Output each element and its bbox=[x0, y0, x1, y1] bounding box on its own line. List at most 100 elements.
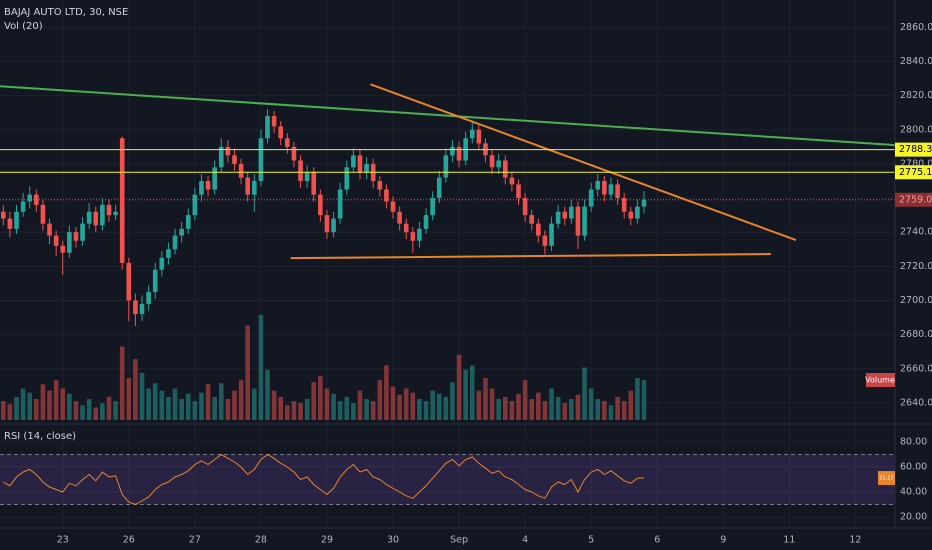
volume-bar bbox=[100, 403, 105, 420]
volume-bar bbox=[133, 359, 138, 420]
volume-bar bbox=[423, 401, 429, 420]
volume-bar bbox=[179, 399, 184, 420]
volume-bar bbox=[483, 378, 488, 420]
candle-body bbox=[469, 129, 475, 139]
candle-body bbox=[351, 155, 356, 168]
candle-body bbox=[582, 206, 587, 236]
candle-body bbox=[635, 206, 640, 219]
volume-bar bbox=[602, 401, 607, 420]
candle-body bbox=[73, 232, 79, 241]
volume-bar bbox=[364, 399, 369, 420]
volume-bar bbox=[199, 392, 204, 420]
volume-bar bbox=[172, 388, 178, 420]
volume-bar bbox=[304, 399, 310, 420]
candle-body bbox=[443, 155, 449, 178]
candle-body bbox=[403, 223, 409, 233]
candle-body bbox=[502, 160, 508, 178]
current-price-label: 2759.00 bbox=[899, 194, 932, 205]
candle-body bbox=[430, 198, 435, 216]
volume-bar bbox=[516, 393, 521, 420]
volume-bar bbox=[588, 388, 594, 420]
candle-body bbox=[324, 215, 330, 233]
volume-bar bbox=[0, 401, 6, 420]
volume-bar bbox=[384, 365, 389, 420]
candle-body bbox=[14, 211, 19, 229]
volume-bar bbox=[324, 388, 330, 420]
y-tick-label: 2700.00 bbox=[900, 295, 932, 306]
candle-body bbox=[86, 211, 92, 224]
volume-bar bbox=[621, 401, 627, 420]
y-tick-label: 2680.00 bbox=[900, 329, 932, 340]
volume-bar bbox=[60, 388, 66, 420]
candle-body bbox=[595, 180, 601, 190]
volume-bar bbox=[152, 383, 158, 420]
candle-body bbox=[212, 167, 217, 190]
y-tick-label: 2720.00 bbox=[900, 261, 932, 272]
candle-body bbox=[364, 163, 369, 173]
volume-bar bbox=[106, 396, 112, 420]
y-tick-label: 2660.00 bbox=[900, 363, 932, 374]
volume-bar bbox=[311, 382, 317, 420]
candle-body bbox=[516, 184, 521, 199]
volume-bar bbox=[489, 388, 495, 420]
candle-body bbox=[621, 198, 627, 212]
price-line-tag bbox=[895, 142, 932, 157]
rsi-tick-label: 60.00 bbox=[900, 462, 927, 473]
volume-bar bbox=[529, 399, 535, 420]
candle-body bbox=[549, 223, 554, 246]
candle-body bbox=[218, 146, 224, 168]
candle-body bbox=[575, 206, 581, 236]
volume-bar bbox=[238, 380, 244, 420]
x-tick-label: 28 bbox=[255, 535, 267, 546]
candle-body bbox=[60, 245, 66, 253]
volume-bar bbox=[27, 392, 33, 420]
volume-bar bbox=[14, 396, 19, 420]
candle-body bbox=[298, 160, 303, 181]
volume-bar bbox=[569, 399, 574, 420]
volume-bar bbox=[232, 390, 237, 420]
price-line-label: 2788.35 bbox=[899, 144, 932, 155]
volume-bar bbox=[469, 365, 475, 420]
candle-body bbox=[172, 235, 178, 250]
volume-bar bbox=[251, 388, 257, 420]
volume-tag bbox=[866, 373, 895, 387]
x-tick-label: 11 bbox=[783, 535, 795, 546]
candle-body bbox=[40, 204, 46, 224]
volume-bar bbox=[562, 403, 568, 420]
volume-bar bbox=[443, 396, 449, 420]
volume-title: Vol (20) bbox=[4, 21, 43, 32]
volume-bar bbox=[119, 346, 125, 420]
volume-bar bbox=[126, 378, 132, 420]
x-tick-label: 12 bbox=[849, 535, 861, 546]
rsi-title: RSI (14, close) bbox=[4, 431, 76, 442]
candle-body bbox=[271, 116, 277, 127]
x-tick-label: 4 bbox=[522, 535, 528, 546]
volume-bar bbox=[192, 401, 198, 420]
candle-body bbox=[588, 189, 594, 207]
candle-body bbox=[159, 257, 165, 270]
volume-bar bbox=[212, 396, 217, 420]
x-tick-label: 9 bbox=[720, 535, 726, 546]
candle-body bbox=[225, 146, 231, 156]
candle-body bbox=[397, 211, 402, 224]
candle-body bbox=[139, 303, 145, 315]
rsi-line bbox=[3, 453, 645, 506]
candle-body bbox=[496, 160, 502, 168]
candle-body bbox=[318, 194, 323, 216]
candle-body bbox=[185, 215, 191, 229]
candle-body bbox=[133, 300, 138, 315]
volume-bar bbox=[80, 405, 85, 420]
candle-body bbox=[166, 249, 171, 258]
candle-body bbox=[258, 138, 264, 181]
volume-bar bbox=[595, 399, 601, 420]
candle-body bbox=[602, 180, 607, 195]
candle-body bbox=[410, 232, 416, 241]
volume-bar bbox=[390, 386, 396, 420]
volume-bar bbox=[291, 401, 297, 420]
volume-bar bbox=[463, 369, 468, 420]
candle-body bbox=[390, 201, 396, 212]
y-tick-label: 2840.00 bbox=[900, 56, 932, 67]
x-tick-label: 5 bbox=[588, 535, 594, 546]
volume-bar bbox=[318, 375, 323, 420]
labels: 2860.002840.002820.002800.002780.002760.… bbox=[57, 22, 932, 546]
